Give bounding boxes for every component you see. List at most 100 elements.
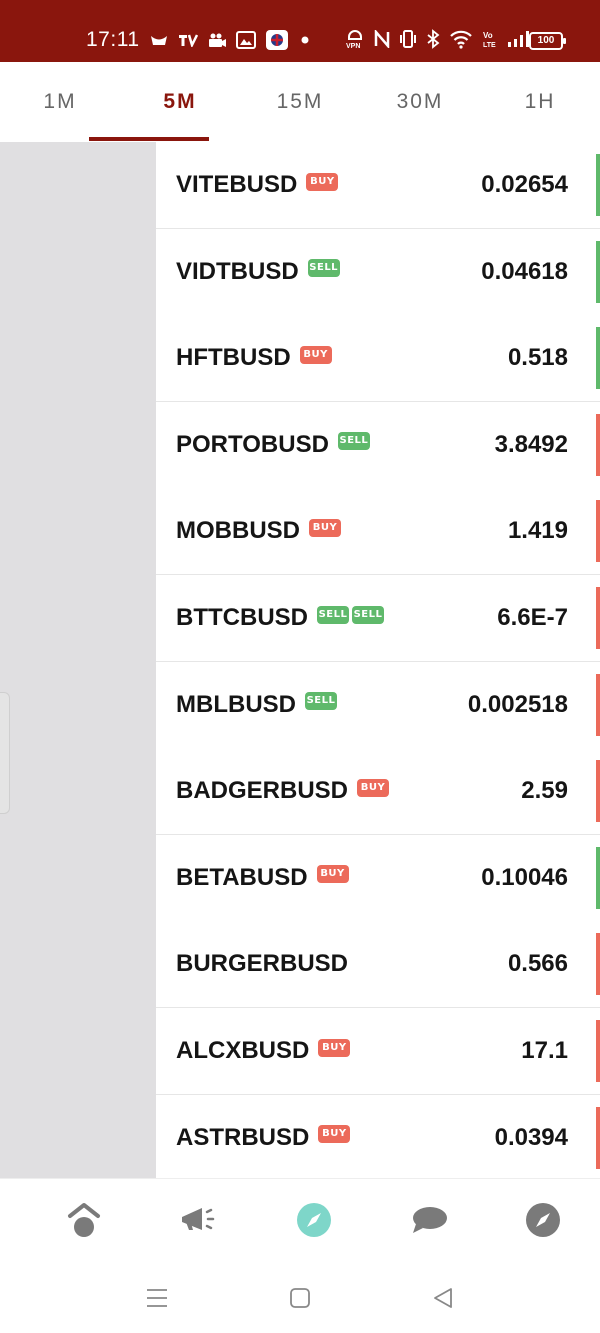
bluetooth-icon: [427, 29, 440, 49]
sell-badge: SELL: [317, 605, 349, 624]
nav-home[interactable]: [24, 1179, 144, 1261]
buy-badge: BUY: [309, 519, 341, 538]
chat-icon: [413, 1207, 447, 1233]
active-tab-indicator: [89, 137, 209, 141]
signal-icon: [508, 31, 529, 47]
trend-edge-red: [596, 1020, 600, 1082]
price-value: 2.59: [521, 777, 568, 805]
tab-1h[interactable]: 1H: [524, 90, 556, 113]
tv-icon: [179, 34, 198, 47]
trend-edge-red: [596, 413, 600, 476]
symbol-name: ALCXBUSD BUY: [176, 1008, 351, 1094]
nfc-icon: [374, 30, 390, 48]
gallery-icon: [236, 31, 256, 49]
system-nav-bar: [0, 1260, 600, 1333]
list-item[interactable]: ASTRBUSD BUY 0.0394: [156, 1094, 600, 1178]
home-icon: [68, 1203, 100, 1237]
price-value: 17.1: [521, 1037, 568, 1064]
symbol-label: VITEBUSD: [176, 171, 298, 198]
list-item[interactable]: BADGERBUSD BUY 2.59: [156, 748, 600, 837]
symbol-name: MBLBUSD SELL: [176, 662, 337, 748]
tab-5m[interactable]: 5M: [163, 90, 197, 113]
symbol-label: BTTCBUSD: [176, 604, 308, 631]
status-time: 17:11: [86, 28, 140, 51]
wifi-icon: [450, 30, 472, 49]
price-value: 1.419: [507, 517, 568, 545]
list-item[interactable]: MBLBUSD SELL 0.002518: [156, 661, 600, 750]
signal-badges: BUY: [309, 519, 341, 538]
back-button[interactable]: [423, 1280, 463, 1316]
symbol-label: HFTBUSD: [176, 344, 291, 372]
list-item[interactable]: VIDTBUSD SELL 0.04618: [156, 228, 600, 317]
symbol-name: PORTOBUSD SELL: [176, 402, 370, 488]
price-value: 0.04618: [481, 257, 568, 285]
status-bar: 17:11 VPN Vo LTE 100: [0, 0, 600, 62]
symbol-label: MBLBUSD: [176, 690, 296, 718]
trend-edge-red: [596, 500, 600, 563]
buy-badge: BUY: [316, 865, 349, 884]
price-value: 0.518: [507, 344, 568, 372]
signal-badges: BUY: [318, 1125, 351, 1144]
list-item[interactable]: MOBBUSD BUY 1.419: [156, 488, 600, 577]
list-item[interactable]: BTTCBUSD SELL SELL 6.6E-7: [156, 575, 600, 663]
status-right-icons: VPN Vo LTE: [345, 29, 529, 49]
price-value: 6.6E-7: [497, 604, 568, 631]
symbol-name: VITEBUSD BUY: [176, 142, 339, 228]
list-item[interactable]: PORTOBUSD SELL 3.8492: [156, 401, 600, 490]
trend-edge-green: [596, 240, 600, 303]
dot-icon: [301, 36, 309, 44]
timeframe-tabs: 1M 5M 15M 30M 1H: [0, 62, 600, 142]
trend-edge-red: [596, 933, 600, 996]
symbol-name: VIDTBUSD SELL: [176, 229, 340, 315]
list-item[interactable]: ALCXBUSD BUY 17.1: [156, 1008, 600, 1096]
symbol-label: VIDTBUSD: [176, 257, 299, 285]
drawer-handle[interactable]: [0, 692, 10, 814]
price-value: 0.02654: [481, 171, 568, 198]
signal-badges: BUY: [306, 172, 339, 191]
back-icon: [434, 1288, 452, 1308]
svg-text:LTE: LTE: [483, 42, 496, 49]
camera-icon: [209, 33, 226, 47]
buy-badge: BUY: [306, 172, 339, 191]
signal-badges: BUY: [299, 345, 332, 364]
tab-1m[interactable]: 1M: [43, 90, 77, 113]
price-value: 0.566: [507, 950, 568, 978]
vibrate-icon: [400, 30, 416, 48]
nav-chat[interactable]: [369, 1179, 489, 1261]
nav-explore[interactable]: [483, 1179, 600, 1261]
price-value: 0.10046: [481, 863, 568, 891]
trend-edge-red: [596, 1106, 600, 1169]
list-item[interactable]: HFTBUSD BUY 0.518: [156, 315, 600, 404]
recents-button[interactable]: [137, 1280, 177, 1316]
symbol-label: ALCXBUSD: [176, 1037, 310, 1064]
megaphone-icon: [182, 1208, 215, 1230]
symbol-name: BETABUSD BUY: [176, 835, 349, 921]
symbol-label: ASTRBUSD: [176, 1123, 310, 1151]
side-panel: [0, 142, 156, 1178]
symbol-name: ASTRBUSD BUY: [176, 1095, 351, 1178]
symbol-name: BTTCBUSD SELL SELL: [176, 575, 384, 661]
price-value: 3.8492: [494, 430, 568, 458]
trend-edge-red: [596, 587, 600, 649]
tab-15m[interactable]: 15M: [276, 90, 324, 113]
symbol-list: VITEBUSD BUY 0.02654 VIDTBUSD SELL 0.04618 HFT…: [156, 142, 600, 1178]
nav-announcements[interactable]: [139, 1179, 259, 1261]
symbol-name: MOBBUSD BUY: [176, 488, 341, 574]
tab-30m[interactable]: 30M: [396, 90, 444, 113]
buy-badge: BUY: [299, 345, 332, 364]
trend-edge-red: [596, 760, 600, 823]
explore-icon: [526, 1203, 560, 1237]
menu-icon: [147, 1289, 167, 1307]
list-item[interactable]: BETABUSD BUY 0.10046: [156, 834, 600, 923]
symbol-label: PORTOBUSD: [176, 430, 329, 458]
buy-badge: BUY: [318, 1125, 351, 1144]
price-value: 0.0394: [494, 1123, 568, 1151]
home-button[interactable]: [280, 1280, 320, 1316]
sell-badge: SELL: [337, 432, 370, 451]
list-item[interactable]: VITEBUSD BUY 0.02654: [156, 142, 600, 230]
price-value: 0.002518: [467, 690, 568, 718]
home-square-icon: [290, 1288, 310, 1308]
list-item[interactable]: BURGERBUSD 0.566: [156, 921, 600, 1010]
compass-icon: [297, 1203, 331, 1237]
nav-compass-active[interactable]: [254, 1179, 374, 1261]
